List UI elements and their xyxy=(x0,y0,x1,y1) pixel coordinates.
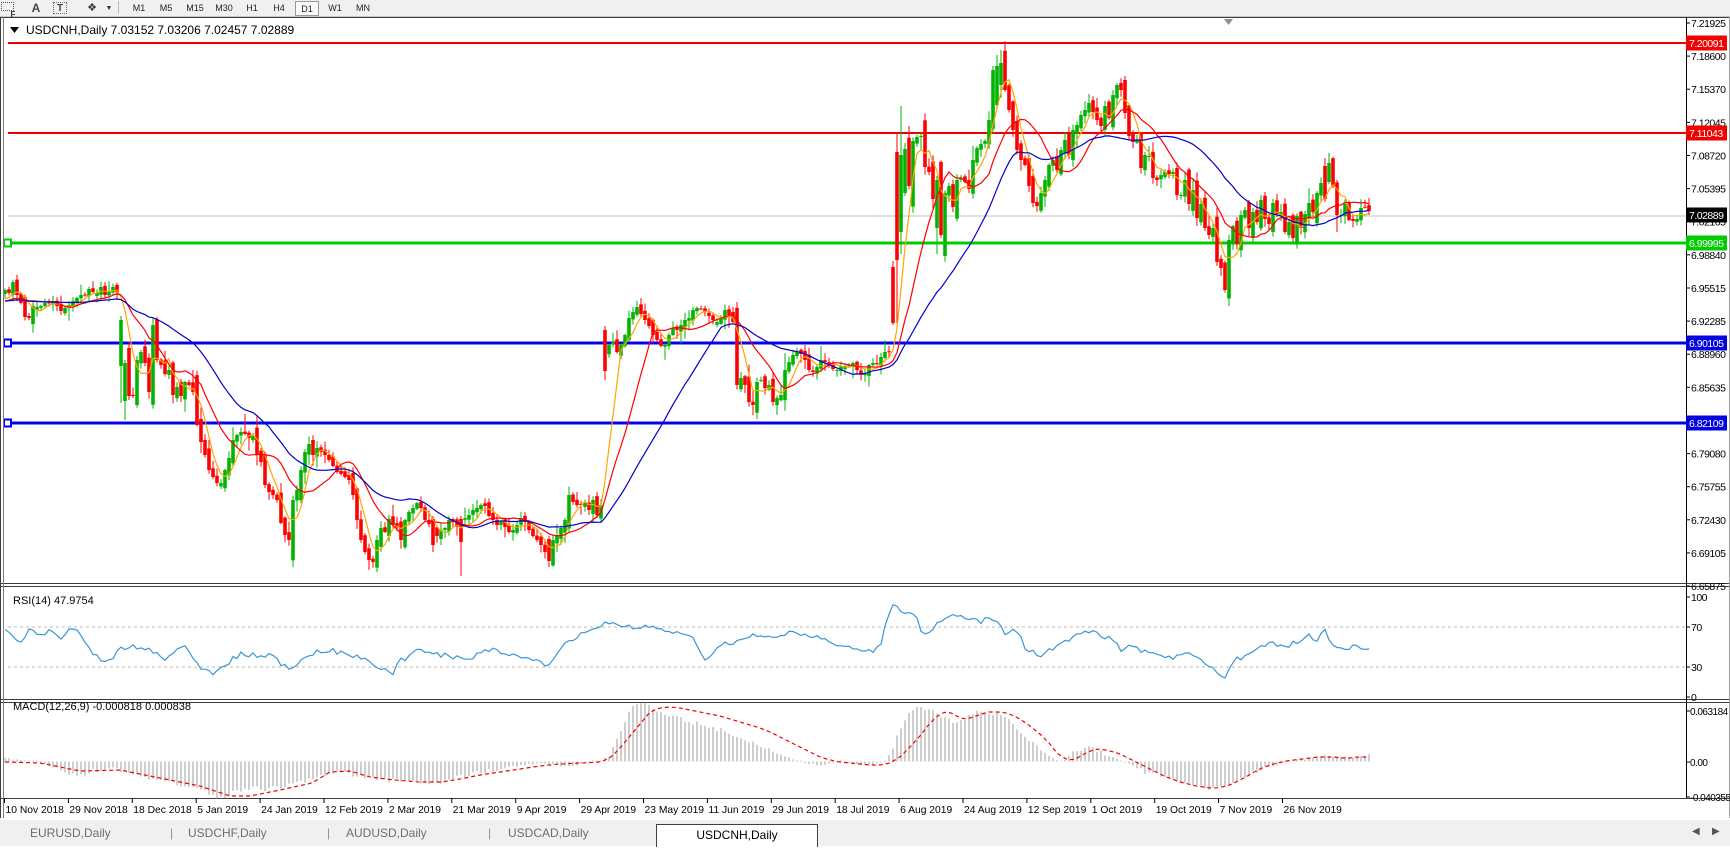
svg-text:29 Jun 2019: 29 Jun 2019 xyxy=(772,805,829,816)
svg-text:7.05395: 7.05395 xyxy=(1691,184,1726,196)
svg-text:6.95515: 6.95515 xyxy=(1691,283,1726,295)
svg-text:10 Nov 2018: 10 Nov 2018 xyxy=(6,805,65,816)
svg-text:18 Jul 2019: 18 Jul 2019 xyxy=(836,805,890,816)
svg-text:0: 0 xyxy=(1691,692,1697,704)
svg-text:7 Nov 2019: 7 Nov 2019 xyxy=(1220,805,1273,816)
svg-text:100: 100 xyxy=(1691,592,1708,604)
svg-text:18 Dec 2018: 18 Dec 2018 xyxy=(133,805,192,816)
svg-text:5 Jan 2019: 5 Jan 2019 xyxy=(197,805,248,816)
svg-text:6.85635: 6.85635 xyxy=(1691,382,1726,394)
svg-text:29 Nov 2018: 29 Nov 2018 xyxy=(69,805,128,816)
svg-text:USDCNH,Daily 7.03152 7.03206: USDCNH,Daily 7.03152 7.03206 7.02457 7.0… xyxy=(26,23,295,37)
svg-text:26 Nov 2019: 26 Nov 2019 xyxy=(1284,805,1343,816)
svg-text:6.65875: 6.65875 xyxy=(1691,581,1726,593)
svg-text:1 Oct 2019: 1 Oct 2019 xyxy=(1092,805,1143,816)
svg-text:9 Apr 2019: 9 Apr 2019 xyxy=(517,805,567,816)
svg-text:-0.040355: -0.040355 xyxy=(1690,793,1730,804)
svg-text:6.72430: 6.72430 xyxy=(1691,515,1726,527)
svg-text:6.82109: 6.82109 xyxy=(1689,418,1724,430)
svg-text:24 Jan 2019: 24 Jan 2019 xyxy=(261,805,318,816)
svg-text:70: 70 xyxy=(1691,622,1702,634)
svg-text:6.88960: 6.88960 xyxy=(1691,349,1726,361)
svg-text:6.69105: 6.69105 xyxy=(1691,548,1726,560)
svg-text:7.08720: 7.08720 xyxy=(1691,151,1726,163)
svg-text:6.98840: 6.98840 xyxy=(1691,250,1726,262)
svg-text:6.79080: 6.79080 xyxy=(1691,449,1726,461)
svg-text:7.15370: 7.15370 xyxy=(1691,84,1726,96)
svg-text:29 Apr 2019: 29 Apr 2019 xyxy=(581,805,637,816)
svg-text:6.75755: 6.75755 xyxy=(1691,482,1726,494)
svg-text:21 Mar 2019: 21 Mar 2019 xyxy=(453,805,511,816)
svg-text:7.12045: 7.12045 xyxy=(1691,117,1726,129)
svg-text:6.90105: 6.90105 xyxy=(1689,338,1724,350)
svg-text:12 Feb 2019: 12 Feb 2019 xyxy=(325,805,383,816)
svg-text:7.02889: 7.02889 xyxy=(1689,210,1724,222)
svg-text:0.00: 0.00 xyxy=(1690,758,1708,769)
svg-text:7.21925: 7.21925 xyxy=(1691,18,1726,30)
svg-text:6.92285: 6.92285 xyxy=(1691,316,1726,328)
svg-text:6.99995: 6.99995 xyxy=(1689,238,1724,250)
svg-text:30: 30 xyxy=(1691,662,1702,674)
svg-text:0.063184: 0.063184 xyxy=(1690,707,1729,718)
svg-text:6 Aug 2019: 6 Aug 2019 xyxy=(900,805,952,816)
svg-text:7.18600: 7.18600 xyxy=(1691,51,1726,63)
svg-text:24 Aug 2019: 24 Aug 2019 xyxy=(964,805,1022,816)
svg-text:23 May 2019: 23 May 2019 xyxy=(645,805,705,816)
svg-text:7.11043: 7.11043 xyxy=(1689,128,1723,140)
svg-text:MACD(12,26,9) -0.000818 0.0008: MACD(12,26,9) -0.000818 0.000838 xyxy=(13,701,191,713)
svg-text:RSI(14) 47.9754: RSI(14) 47.9754 xyxy=(13,595,94,607)
svg-text:2 Mar 2019: 2 Mar 2019 xyxy=(389,805,441,816)
svg-text:19 Oct 2019: 19 Oct 2019 xyxy=(1156,805,1212,816)
svg-text:12 Sep 2019: 12 Sep 2019 xyxy=(1028,805,1087,816)
svg-text:7.20091: 7.20091 xyxy=(1689,38,1724,50)
svg-text:11 Jun 2019: 11 Jun 2019 xyxy=(708,805,764,816)
